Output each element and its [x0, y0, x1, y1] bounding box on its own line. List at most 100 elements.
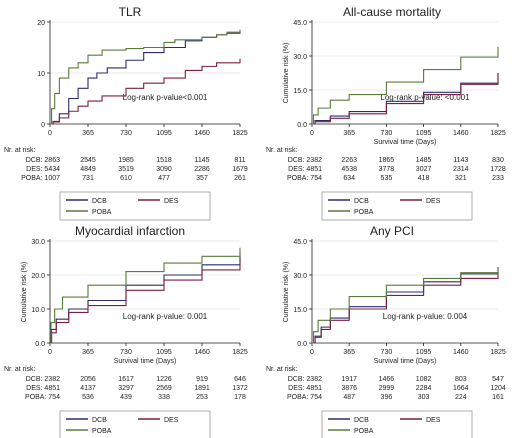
- legend-label-des: DES: [164, 198, 179, 205]
- risk-cell: 1143: [453, 157, 468, 164]
- risk-cell: 1082: [416, 376, 432, 383]
- y-tick-label: 20: [37, 20, 45, 27]
- risk-cell: 1679: [232, 166, 248, 173]
- legend-label-dcb: DCB: [354, 198, 369, 205]
- legend-box: [59, 410, 211, 438]
- risk-cell: 2545: [80, 157, 96, 164]
- x-tick-label: 365: [343, 130, 355, 137]
- log-rank-annotation: Log-rank p-value: 0.004: [383, 312, 468, 321]
- y-tick-label: 15.0: [293, 307, 307, 314]
- x-tick-label: 1095: [156, 130, 172, 137]
- risk-cell: 439: [120, 394, 132, 401]
- y-tick-label: 10.0: [31, 307, 45, 314]
- legend-label-poba: POBA: [92, 209, 112, 216]
- risk-table-heading: Nr. at risk:: [4, 147, 36, 154]
- chart-panel-4: Any PCI 0.0 15.0 30.0 45.0 0 365 730 1095 1460 182…: [266, 224, 506, 438]
- risk-cell: 3519: [118, 166, 134, 173]
- chart-title: Myocardial infarction: [75, 224, 185, 238]
- risk-row-label: DCB: 2382: [288, 376, 322, 383]
- risk-cell: 1985: [118, 157, 134, 164]
- risk-cell: 1865: [379, 157, 395, 164]
- risk-cell: 731: [82, 175, 94, 182]
- legend-box: [321, 410, 473, 438]
- legend-label-poba: POBA: [354, 209, 374, 216]
- chart-title: All-cause mortality: [343, 5, 441, 19]
- risk-table-heading: Nr. at risk:: [266, 147, 298, 154]
- series-line-dcb: [50, 252, 241, 344]
- risk-table-heading: Nr. at risk:: [266, 366, 298, 373]
- x-tick-label: 1460: [453, 349, 469, 356]
- risk-cell: 547: [492, 376, 504, 383]
- x-tick-label: 1460: [194, 349, 210, 356]
- series-line-des: [312, 272, 499, 344]
- chart-panel-2: All-cause mortality 0.0 15.0 30.0 45.0 0 365 73…: [266, 5, 506, 221]
- chart-title: Any PCI: [370, 224, 414, 238]
- x-tick-label: 730: [381, 349, 393, 356]
- x-axis-label: Survival time (Days): [374, 358, 437, 365]
- risk-cell: 535: [381, 175, 393, 182]
- x-axis-label: Survival time (Days): [374, 139, 437, 146]
- legend-label-poba: POBA: [354, 428, 374, 435]
- x-tick-label: 1095: [416, 349, 432, 356]
- risk-cell: 610: [120, 175, 132, 182]
- x-tick-label: 365: [82, 349, 94, 356]
- y-tick-label: 0.0: [297, 122, 307, 129]
- risk-cell: 224: [455, 394, 467, 401]
- x-tick-label: 1825: [232, 349, 248, 356]
- risk-cell: 321: [455, 175, 467, 182]
- x-tick-label: 1460: [453, 130, 469, 137]
- series-line-des: [50, 259, 241, 344]
- legend-label-dcb: DCB: [92, 417, 107, 424]
- risk-cell: 1372: [232, 385, 248, 392]
- risk-row-label: DCB: 2382: [26, 376, 60, 383]
- risk-cell: 1485: [416, 157, 432, 164]
- risk-cell: 1466: [379, 376, 395, 383]
- risk-cell: 1204: [490, 385, 506, 392]
- legend-label-poba: POBA: [92, 428, 112, 435]
- y-tick-label: 30.0: [31, 239, 45, 246]
- legend-box: [321, 191, 473, 221]
- risk-cell: 2263: [341, 157, 357, 164]
- y-tick-label: 0.0: [297, 341, 307, 348]
- risk-cell: 2569: [156, 385, 172, 392]
- x-tick-label: 0: [48, 349, 52, 356]
- legend-label-dcb: DCB: [354, 417, 369, 424]
- chart-panel-3: Myocardial infarction 0.0 10.0 20.0 30.0 0 365…: [4, 224, 248, 438]
- series-line-poba: [312, 46, 499, 125]
- y-tick-label: 45.0: [293, 239, 307, 246]
- series-line-poba: [50, 29, 241, 125]
- risk-row-label: POBA: 1007: [21, 175, 60, 182]
- risk-cell: 2286: [194, 166, 210, 173]
- y-tick-label: 30.0: [293, 54, 307, 61]
- x-tick-label: 365: [82, 130, 94, 137]
- x-tick-label: 0: [48, 130, 52, 137]
- risk-cell: 1226: [156, 376, 172, 383]
- series-line-poba: [50, 247, 241, 344]
- risk-cell: 1518: [156, 157, 172, 164]
- x-tick-label: 0: [310, 130, 314, 137]
- risk-cell: 646: [234, 376, 246, 383]
- risk-cell: 634: [343, 175, 355, 182]
- legend-box: [59, 191, 211, 221]
- risk-cell: 1617: [118, 376, 134, 383]
- risk-cell: 357: [196, 175, 208, 182]
- risk-cell: 830: [492, 157, 504, 164]
- legend-label-des: DES: [426, 417, 441, 424]
- risk-row-label: POBA: 754: [287, 175, 322, 182]
- risk-row-label: DES: 5434: [26, 166, 60, 173]
- risk-table-heading: Nr. at risk:: [4, 366, 36, 373]
- risk-cell: 3297: [118, 385, 134, 392]
- x-tick-label: 365: [343, 349, 355, 356]
- log-rank-annotation: Log-rank p-value: 0.001: [123, 312, 208, 321]
- risk-row-label: DES: 4851: [288, 385, 322, 392]
- risk-cell: 1917: [341, 376, 357, 383]
- legend-label-dcb: DCB: [92, 198, 107, 205]
- risk-cell: 2999: [379, 385, 395, 392]
- log-rank-annotation: Log-rank p-value<0.001: [123, 93, 208, 102]
- x-tick-label: 1460: [194, 130, 210, 137]
- risk-row-label: DCB: 2382: [288, 157, 322, 164]
- y-tick-label: 30.0: [293, 273, 307, 280]
- x-tick-label: 1095: [416, 130, 432, 137]
- risk-cell: 338: [158, 394, 170, 401]
- y-tick-label: 15.0: [293, 88, 307, 95]
